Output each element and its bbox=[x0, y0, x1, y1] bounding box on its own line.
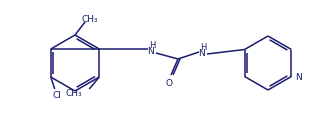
Text: H: H bbox=[200, 43, 206, 53]
Text: N: N bbox=[295, 73, 302, 82]
Text: CH₃: CH₃ bbox=[82, 15, 98, 23]
Text: Cl: Cl bbox=[52, 91, 61, 100]
Text: H: H bbox=[149, 42, 155, 50]
Text: N: N bbox=[199, 50, 205, 59]
Text: N: N bbox=[147, 48, 154, 56]
Text: CH₃: CH₃ bbox=[66, 89, 82, 97]
Text: O: O bbox=[166, 80, 173, 89]
